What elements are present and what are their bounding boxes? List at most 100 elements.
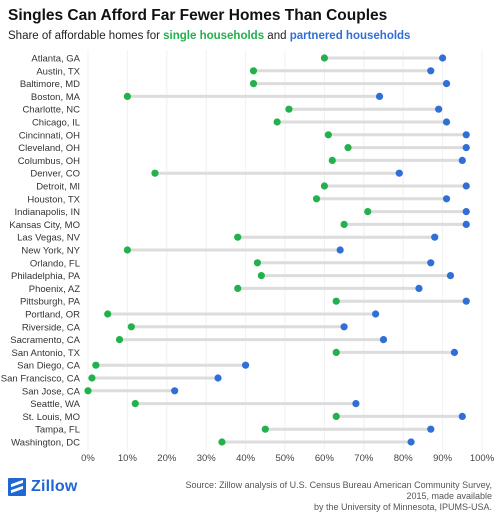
single-household-point — [344, 144, 352, 152]
single-household-point — [218, 438, 226, 446]
partnered-household-point — [462, 144, 470, 152]
zillow-logo-icon — [8, 478, 26, 496]
partnered-household-point — [458, 412, 466, 420]
category-label: Kansas City, MO — [9, 220, 80, 231]
subtitle-prefix: Share of affordable homes for — [8, 30, 164, 42]
subtitle-single-legend: single households — [163, 30, 265, 42]
partnered-household-point — [340, 323, 348, 331]
category-label: Austin, TX — [36, 66, 80, 77]
x-tick-label: 90% — [433, 453, 453, 464]
category-label: Baltimore, MD — [20, 79, 80, 90]
chart-title: Singles Can Afford Far Fewer Homes Than … — [8, 7, 388, 24]
category-label: Pittsburgh, PA — [20, 297, 81, 308]
partnered-household-point — [462, 182, 470, 190]
category-label: Tampa, FL — [35, 425, 80, 436]
partnered-household-point — [462, 131, 470, 139]
partnered-household-point — [442, 80, 451, 88]
single-household-point — [249, 67, 258, 75]
single-household-point — [332, 412, 340, 420]
source-line-1: Source: Zillow analysis of U.S. Census B… — [185, 480, 492, 501]
single-household-point — [340, 220, 348, 228]
single-household-point — [253, 259, 262, 267]
partnered-household-point — [442, 195, 451, 203]
partnered-household-point — [336, 246, 344, 254]
partnered-household-point — [427, 425, 435, 433]
category-label: Atlanta, GA — [31, 54, 80, 65]
single-household-point — [131, 400, 139, 408]
category-label: Portland, OR — [25, 310, 80, 321]
partnered-household-point — [431, 233, 439, 241]
category-label: New York, NY — [21, 246, 80, 257]
category-label: Seattle, WA — [30, 399, 80, 410]
single-household-point — [328, 156, 336, 164]
partnered-household-point — [462, 208, 470, 216]
x-tick-label: 60% — [315, 453, 335, 464]
partnered-household-point — [446, 272, 455, 280]
single-household-point — [257, 272, 265, 280]
single-household-point — [249, 80, 258, 88]
partnered-household-point — [439, 54, 447, 62]
partnered-household-point — [242, 361, 250, 369]
category-label: Washington, DC — [11, 438, 80, 449]
category-label: Cincinnati, OH — [19, 130, 80, 141]
single-household-point — [320, 54, 328, 62]
single-household-point — [84, 387, 92, 395]
category-label: San Diego, CA — [17, 361, 81, 372]
partnered-household-point — [427, 259, 435, 267]
category-label: Boston, MA — [31, 92, 81, 103]
single-household-point — [332, 348, 340, 356]
single-household-point — [151, 169, 159, 177]
source-note: Source: Zillow analysis of U.S. Census B… — [162, 480, 492, 513]
partnered-household-point — [435, 105, 443, 113]
partnered-household-point — [375, 92, 384, 100]
single-household-point — [234, 284, 242, 292]
category-label: San Antonio, TX — [12, 348, 81, 359]
category-label: Columbus, OH — [18, 156, 80, 167]
x-tick-label: 50% — [275, 453, 295, 464]
partnered-household-point — [395, 169, 403, 177]
single-household-point — [88, 374, 96, 382]
category-label: Orlando, FL — [30, 258, 80, 269]
x-tick-label: 80% — [394, 453, 414, 464]
single-household-point — [123, 92, 131, 100]
x-tick-label: 0% — [81, 453, 95, 464]
category-label: San Jose, CA — [22, 386, 81, 397]
single-household-point — [312, 195, 321, 203]
partnered-household-point — [171, 387, 179, 395]
category-label: Charlotte, NC — [22, 105, 80, 116]
category-label: Houston, TX — [27, 194, 80, 205]
partnered-household-point — [427, 67, 435, 75]
single-household-point — [364, 208, 372, 216]
zillow-logo-text: Zillow — [31, 478, 78, 495]
category-label: Sacramento, CA — [10, 335, 80, 346]
single-household-point — [324, 131, 332, 139]
x-tick-label: 10% — [118, 453, 138, 464]
single-household-point — [285, 105, 293, 113]
category-label: Chicago, IL — [32, 118, 80, 129]
category-label: Denver, CO — [30, 169, 80, 180]
single-household-point — [123, 246, 131, 254]
partnered-household-point — [214, 374, 222, 382]
chart-subtitle: Share of affordable homes for single hou… — [8, 30, 410, 42]
partnered-household-point — [462, 220, 470, 228]
category-label: St. Louis, MO — [22, 412, 80, 423]
category-label: Phoenix, AZ — [29, 284, 80, 295]
zillow-logo: Zillow — [8, 478, 78, 496]
partnered-household-point — [407, 438, 415, 446]
single-household-point — [104, 310, 112, 318]
single-household-point — [332, 297, 340, 305]
partnered-household-point — [458, 156, 466, 164]
partnered-household-point — [352, 400, 360, 408]
partnered-household-point — [415, 284, 423, 292]
source-line-2: by the University of Minnesota, IPUMS-US… — [313, 502, 492, 512]
category-label: Riverside, CA — [22, 322, 81, 333]
category-label: Las Vegas, NV — [17, 233, 81, 244]
partnered-household-point — [462, 297, 470, 305]
x-tick-label: 30% — [197, 453, 217, 464]
single-household-point — [261, 425, 269, 433]
single-household-point — [115, 336, 124, 344]
category-label: Cleveland, OH — [18, 143, 80, 154]
category-label: San Francisco, CA — [1, 374, 81, 385]
category-label: Indianapolis, IN — [15, 207, 81, 218]
